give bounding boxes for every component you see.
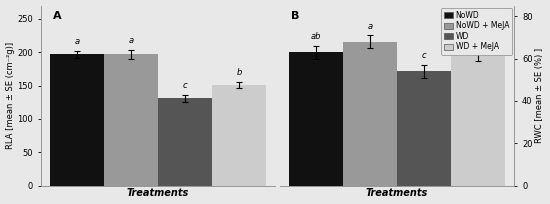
- Bar: [451, 57, 505, 186]
- Text: A: A: [52, 11, 61, 21]
- Text: a: a: [74, 37, 79, 47]
- Y-axis label: RLA [mean ± SE (cm⁻²g)]: RLA [mean ± SE (cm⁻²g)]: [6, 42, 14, 149]
- Bar: [343, 42, 397, 186]
- Text: c: c: [422, 51, 426, 60]
- Text: B: B: [292, 11, 300, 21]
- Bar: [158, 98, 212, 186]
- Text: a: a: [367, 22, 372, 31]
- Bar: [104, 54, 158, 186]
- Legend: NoWD, NoWD + MeJA, WD, WD + MeJA: NoWD, NoWD + MeJA, WD, WD + MeJA: [441, 8, 512, 54]
- Bar: [397, 71, 451, 186]
- Text: c: c: [183, 81, 188, 90]
- Text: a: a: [129, 36, 134, 45]
- X-axis label: Treatments: Treatments: [366, 188, 428, 198]
- X-axis label: Treatments: Treatments: [127, 188, 189, 198]
- Text: ab: ab: [311, 32, 321, 41]
- Y-axis label: RWC [mean ± SE (%) ]: RWC [mean ± SE (%) ]: [536, 48, 544, 143]
- Text: d: d: [476, 39, 481, 48]
- Bar: [212, 85, 266, 186]
- Text: b: b: [236, 68, 242, 77]
- Bar: [50, 54, 104, 186]
- Bar: [289, 52, 343, 186]
